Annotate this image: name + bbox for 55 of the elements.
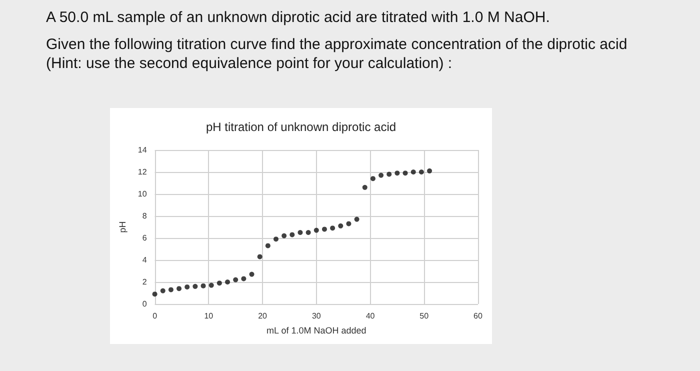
point: [225, 280, 230, 284]
y-tick-label: 14: [138, 146, 148, 154]
point: [184, 284, 190, 290]
y-tick-label: 10: [138, 190, 148, 198]
x-tick-label: 0: [152, 312, 158, 320]
point: [362, 184, 368, 190]
point: [265, 243, 270, 248]
y-tick-label: 2: [142, 278, 148, 286]
point: [257, 254, 262, 260]
y-tick-label: 0: [142, 300, 148, 308]
point: [418, 170, 424, 174]
point: [249, 272, 254, 277]
point: [298, 230, 303, 235]
point: [346, 221, 352, 226]
text: A 50.0 mL sample of an unknown diprotic acid are titrated with 1.0 M NaOH.: [46, 8, 551, 27]
point: [354, 216, 360, 222]
x-tick-label: 10: [204, 312, 214, 320]
point: [322, 226, 327, 232]
point: [200, 283, 206, 288]
point: [282, 233, 287, 238]
x-tick-label: 60: [474, 312, 483, 320]
y-tick-label: 8: [142, 212, 148, 220]
point: [394, 170, 400, 176]
y-axis-title: pH: [118, 221, 128, 233]
point: [152, 292, 158, 297]
point: [427, 168, 432, 174]
x-tick-label: 20: [258, 312, 268, 320]
point: [330, 226, 336, 231]
point: [233, 277, 238, 282]
point: [241, 276, 246, 282]
x-tick-label: 30: [312, 312, 322, 320]
chart-title: pH titration of unknown diprotic acid: [206, 120, 396, 134]
point: [378, 172, 384, 178]
point: [160, 288, 166, 294]
point: [314, 228, 319, 233]
point: [306, 230, 311, 235]
point: [410, 170, 416, 174]
point: [274, 236, 278, 242]
point: [402, 170, 408, 176]
point: [208, 282, 214, 288]
point: [338, 223, 344, 228]
point: [192, 284, 198, 289]
x-tick-label: 50: [420, 312, 430, 320]
x-axis-title: mL of 1.0M NaOH added: [266, 326, 366, 336]
point: [370, 176, 376, 182]
text: Given the following titration curve find the approximate concentration of the diprotic acid (Hint: use the second equivalence point for your calculation) :: [46, 35, 628, 73]
point: [386, 172, 392, 177]
point: [176, 286, 182, 292]
point: [216, 280, 222, 286]
y-tick-label: 12: [138, 168, 148, 176]
y-tick-label: 6: [142, 234, 148, 242]
y-tick-label: 4: [142, 256, 148, 264]
point: [168, 287, 174, 292]
point: [290, 232, 295, 238]
x-tick-label: 40: [366, 312, 376, 320]
